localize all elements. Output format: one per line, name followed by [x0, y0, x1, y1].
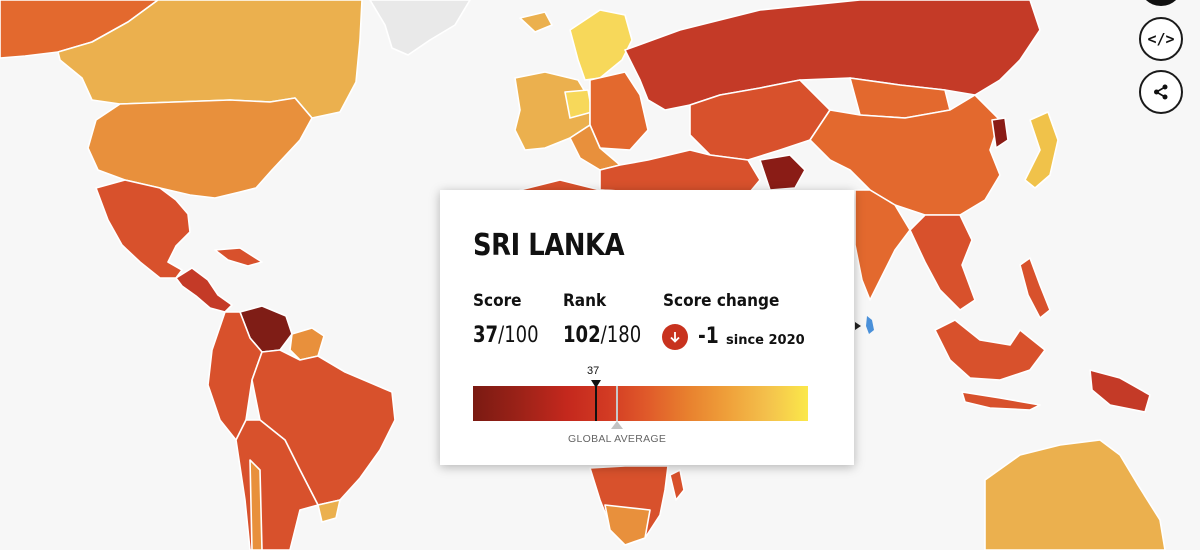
- score-marker-value: 37: [587, 365, 600, 377]
- rank-label: Rank: [563, 291, 607, 311]
- region-eastern-europe[interactable]: [589, 71, 649, 151]
- arrow-down-icon: [670, 332, 680, 343]
- score-number: 37: [473, 323, 499, 348]
- country-greenland[interactable]: [369, 0, 471, 56]
- country-afghanistan[interactable]: [759, 154, 806, 191]
- country-north-korea[interactable]: [991, 117, 1009, 149]
- country-chile[interactable]: [249, 459, 263, 550]
- region-caribbean[interactable]: [214, 247, 263, 267]
- country-sri-lanka[interactable]: [866, 316, 874, 334]
- country-japan[interactable]: [1024, 111, 1059, 189]
- region-africa-south[interactable]: [589, 465, 669, 546]
- score-label: Score: [473, 291, 522, 311]
- country-united-states[interactable]: [87, 97, 313, 199]
- score-change-since: since 2020: [726, 333, 805, 348]
- country-germany[interactable]: [564, 89, 593, 119]
- country-india[interactable]: [854, 189, 911, 301]
- country-china[interactable]: [809, 94, 1001, 216]
- country-australia[interactable]: [984, 439, 1166, 550]
- region-southeast-asia[interactable]: [909, 214, 976, 311]
- region-central-america[interactable]: [175, 267, 233, 313]
- region-indonesia-south[interactable]: [961, 391, 1041, 411]
- region-guianas[interactable]: [289, 327, 325, 361]
- country-philippines[interactable]: [1019, 257, 1051, 319]
- country-mexico[interactable]: [95, 179, 191, 279]
- score-change-value: -1: [698, 324, 719, 349]
- rank-number: 102: [563, 323, 601, 348]
- country-russia[interactable]: [624, 0, 1041, 111]
- rank-value: 102/180: [563, 323, 641, 348]
- global-average-line: [616, 386, 618, 421]
- global-average-triangle: [611, 421, 623, 429]
- country-tooltip: SRI LANKA Score Rank Score change 37/100…: [440, 190, 854, 465]
- score-marker-triangle: [591, 380, 601, 388]
- rank-max: /180: [600, 323, 642, 348]
- embed-button[interactable]: </>: [1139, 17, 1183, 61]
- share-button[interactable]: [1139, 70, 1183, 114]
- score-max: /100: [498, 323, 539, 348]
- global-average-label: GLOBAL AVERAGE: [568, 433, 667, 445]
- score-scale-bar: [473, 386, 808, 421]
- score-change-label: Score change: [663, 291, 780, 311]
- score-value: 37/100: [473, 323, 539, 348]
- score-decrease-badge: [662, 324, 688, 350]
- country-name: SRI LANKA: [473, 228, 625, 263]
- fullscreen-button[interactable]: [1139, 0, 1183, 6]
- country-south-africa[interactable]: [604, 504, 651, 546]
- region-indonesia[interactable]: [934, 319, 1046, 381]
- share-icon: [1154, 84, 1168, 100]
- country-uruguay[interactable]: [317, 499, 341, 523]
- region-scandinavia[interactable]: [569, 9, 633, 81]
- code-icon: </>: [1147, 30, 1175, 48]
- score-marker-line: [595, 386, 597, 421]
- country-papua-new-guinea[interactable]: [1089, 369, 1151, 413]
- map-selection-pointer: [855, 322, 861, 330]
- country-iceland[interactable]: [519, 11, 553, 33]
- country-madagascar[interactable]: [669, 469, 685, 501]
